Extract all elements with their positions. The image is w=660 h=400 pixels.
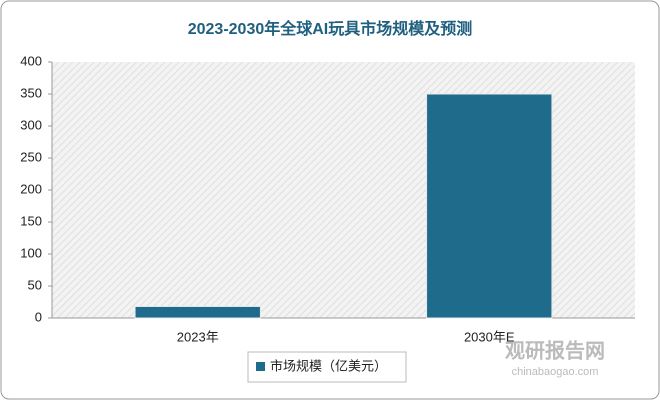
y-tick-label: 200: [20, 181, 42, 196]
watermark-brand: 观研报告网: [505, 338, 605, 362]
x-tick-label: 2030年E: [464, 329, 515, 344]
y-tick-label: 250: [20, 149, 42, 164]
watermark-url: chinabaogao.com: [512, 366, 599, 378]
y-tick-label: 50: [28, 277, 42, 292]
y-tick-label: 100: [20, 245, 42, 260]
chart-title: 2023-2030年全球AI玩具市场规模及预测: [188, 19, 473, 38]
bar: [134, 305, 261, 319]
legend-swatch: [256, 362, 265, 371]
y-tick-label: 400: [20, 53, 42, 68]
y-tick-label: 300: [20, 117, 42, 132]
legend: [247, 351, 407, 383]
legend-label: 市场规模（亿美元）: [270, 358, 387, 373]
bar: [426, 93, 553, 319]
y-tick-label: 0: [35, 309, 42, 324]
y-tick-label: 150: [20, 213, 42, 228]
y-tick-label: 350: [20, 85, 42, 100]
legend-box: [247, 351, 407, 383]
x-tick-label: 2023年: [177, 329, 219, 344]
